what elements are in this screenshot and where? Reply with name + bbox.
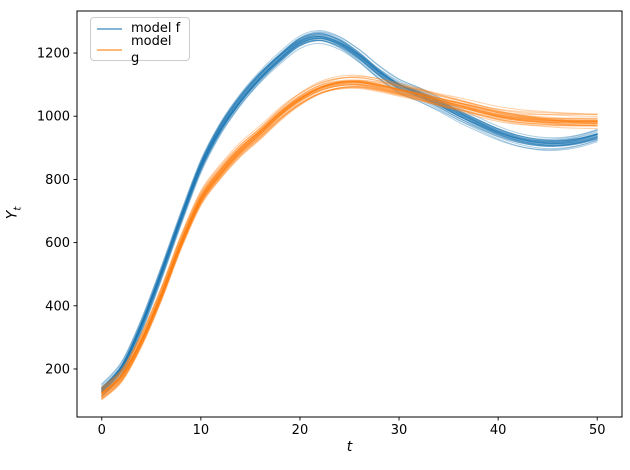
trajectory-line	[101, 81, 598, 394]
trajectory-line	[101, 38, 598, 393]
trajectory-line	[101, 82, 598, 394]
y-tick-label: 200	[45, 362, 70, 377]
y-tick-label: 800	[45, 173, 70, 188]
trajectory-line	[101, 35, 598, 391]
trajectory-line	[101, 76, 598, 391]
trajectory-line	[101, 39, 598, 391]
legend: model f model g	[90, 17, 190, 66]
legend-line-model-g-icon	[97, 48, 122, 51]
x-axis-label: t	[346, 439, 353, 455]
trajectory-line	[101, 33, 598, 389]
trajectory-line	[101, 87, 598, 400]
trajectory-line	[101, 86, 598, 400]
legend-entry-model-f: model f	[97, 20, 183, 37]
trajectory-line	[101, 86, 598, 399]
trajectory-line	[101, 39, 598, 397]
trajectory-line	[101, 83, 598, 397]
trajectory-line	[101, 83, 598, 395]
y-tick-label: 1200	[37, 47, 70, 62]
x-tick-label: 20	[292, 423, 309, 438]
trajectory-line	[101, 37, 598, 393]
x-tick-label: 30	[391, 423, 408, 438]
trajectory-line	[101, 81, 598, 395]
trajectory-line	[101, 30, 598, 385]
trajectory-line	[101, 84, 598, 399]
trajectory-line	[101, 34, 598, 390]
trajectory-line	[101, 76, 598, 388]
trajectory-line	[101, 81, 598, 395]
trajectory-line	[101, 80, 598, 395]
y-tick-label: 600	[45, 236, 70, 251]
trajectory-line	[101, 84, 598, 398]
trajectory-line	[101, 76, 598, 390]
trajectory-line	[101, 34, 598, 389]
trajectory-line	[101, 34, 598, 389]
x-tick-label: 50	[589, 423, 606, 438]
trajectory-line	[101, 80, 598, 392]
x-tick-label: 10	[193, 423, 210, 438]
trajectory-line	[101, 35, 598, 390]
trajectory-line	[101, 36, 598, 392]
y-tick-label: 400	[45, 299, 70, 314]
trajectory-line	[101, 32, 598, 387]
x-tick-label: 40	[490, 423, 507, 438]
trajectory-line	[101, 37, 598, 392]
trajectory-line	[101, 80, 598, 394]
trajectory-line	[101, 37, 598, 394]
trajectory-line	[101, 37, 598, 393]
trajectory-line	[101, 33, 598, 389]
trajectory-line	[101, 31, 598, 386]
trajectory-line	[101, 87, 598, 401]
legend-entry-model-g: model g	[97, 34, 183, 66]
trajectory-line	[101, 36, 598, 389]
trajectory-line	[101, 79, 598, 391]
trajectory-line	[101, 37, 598, 392]
trajectory-line	[101, 86, 598, 400]
y-tick-label: 1000	[37, 110, 70, 125]
trajectory-line	[101, 83, 598, 397]
trajectory-line	[101, 35, 598, 390]
trajectory-line	[101, 40, 598, 398]
trajectory-line	[101, 80, 598, 394]
trajectory-line	[101, 79, 598, 394]
trajectory-line	[101, 31, 598, 389]
trajectory-line	[101, 80, 598, 393]
legend-label-model-g: model g	[131, 33, 172, 66]
trajectory-line	[101, 37, 598, 392]
y-axis-label: Yt	[4, 206, 24, 220]
trajectory-line	[101, 39, 598, 394]
trajectory-line	[101, 39, 598, 395]
axes-frame	[76, 10, 623, 418]
legend-label-model-f: model f	[131, 21, 181, 36]
trajectory-line	[101, 85, 598, 397]
trajectory-line	[101, 84, 598, 397]
trajectory-line	[101, 35, 598, 391]
trajectory-line	[101, 79, 598, 395]
x-tick-label: 0	[98, 423, 106, 438]
legend-line-model-f-icon	[97, 27, 122, 30]
trajectory-line	[101, 74, 598, 389]
trajectory-line	[101, 82, 598, 395]
trajectory-line	[101, 33, 598, 390]
trajectory-line	[101, 81, 598, 395]
series-model-g	[101, 74, 598, 401]
trajectory-line	[101, 42, 598, 397]
series-model-f	[101, 30, 598, 398]
trajectory-line	[101, 36, 598, 389]
